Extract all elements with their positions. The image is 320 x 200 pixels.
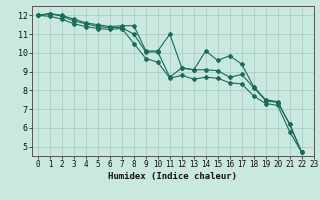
X-axis label: Humidex (Indice chaleur): Humidex (Indice chaleur) [108, 172, 237, 181]
